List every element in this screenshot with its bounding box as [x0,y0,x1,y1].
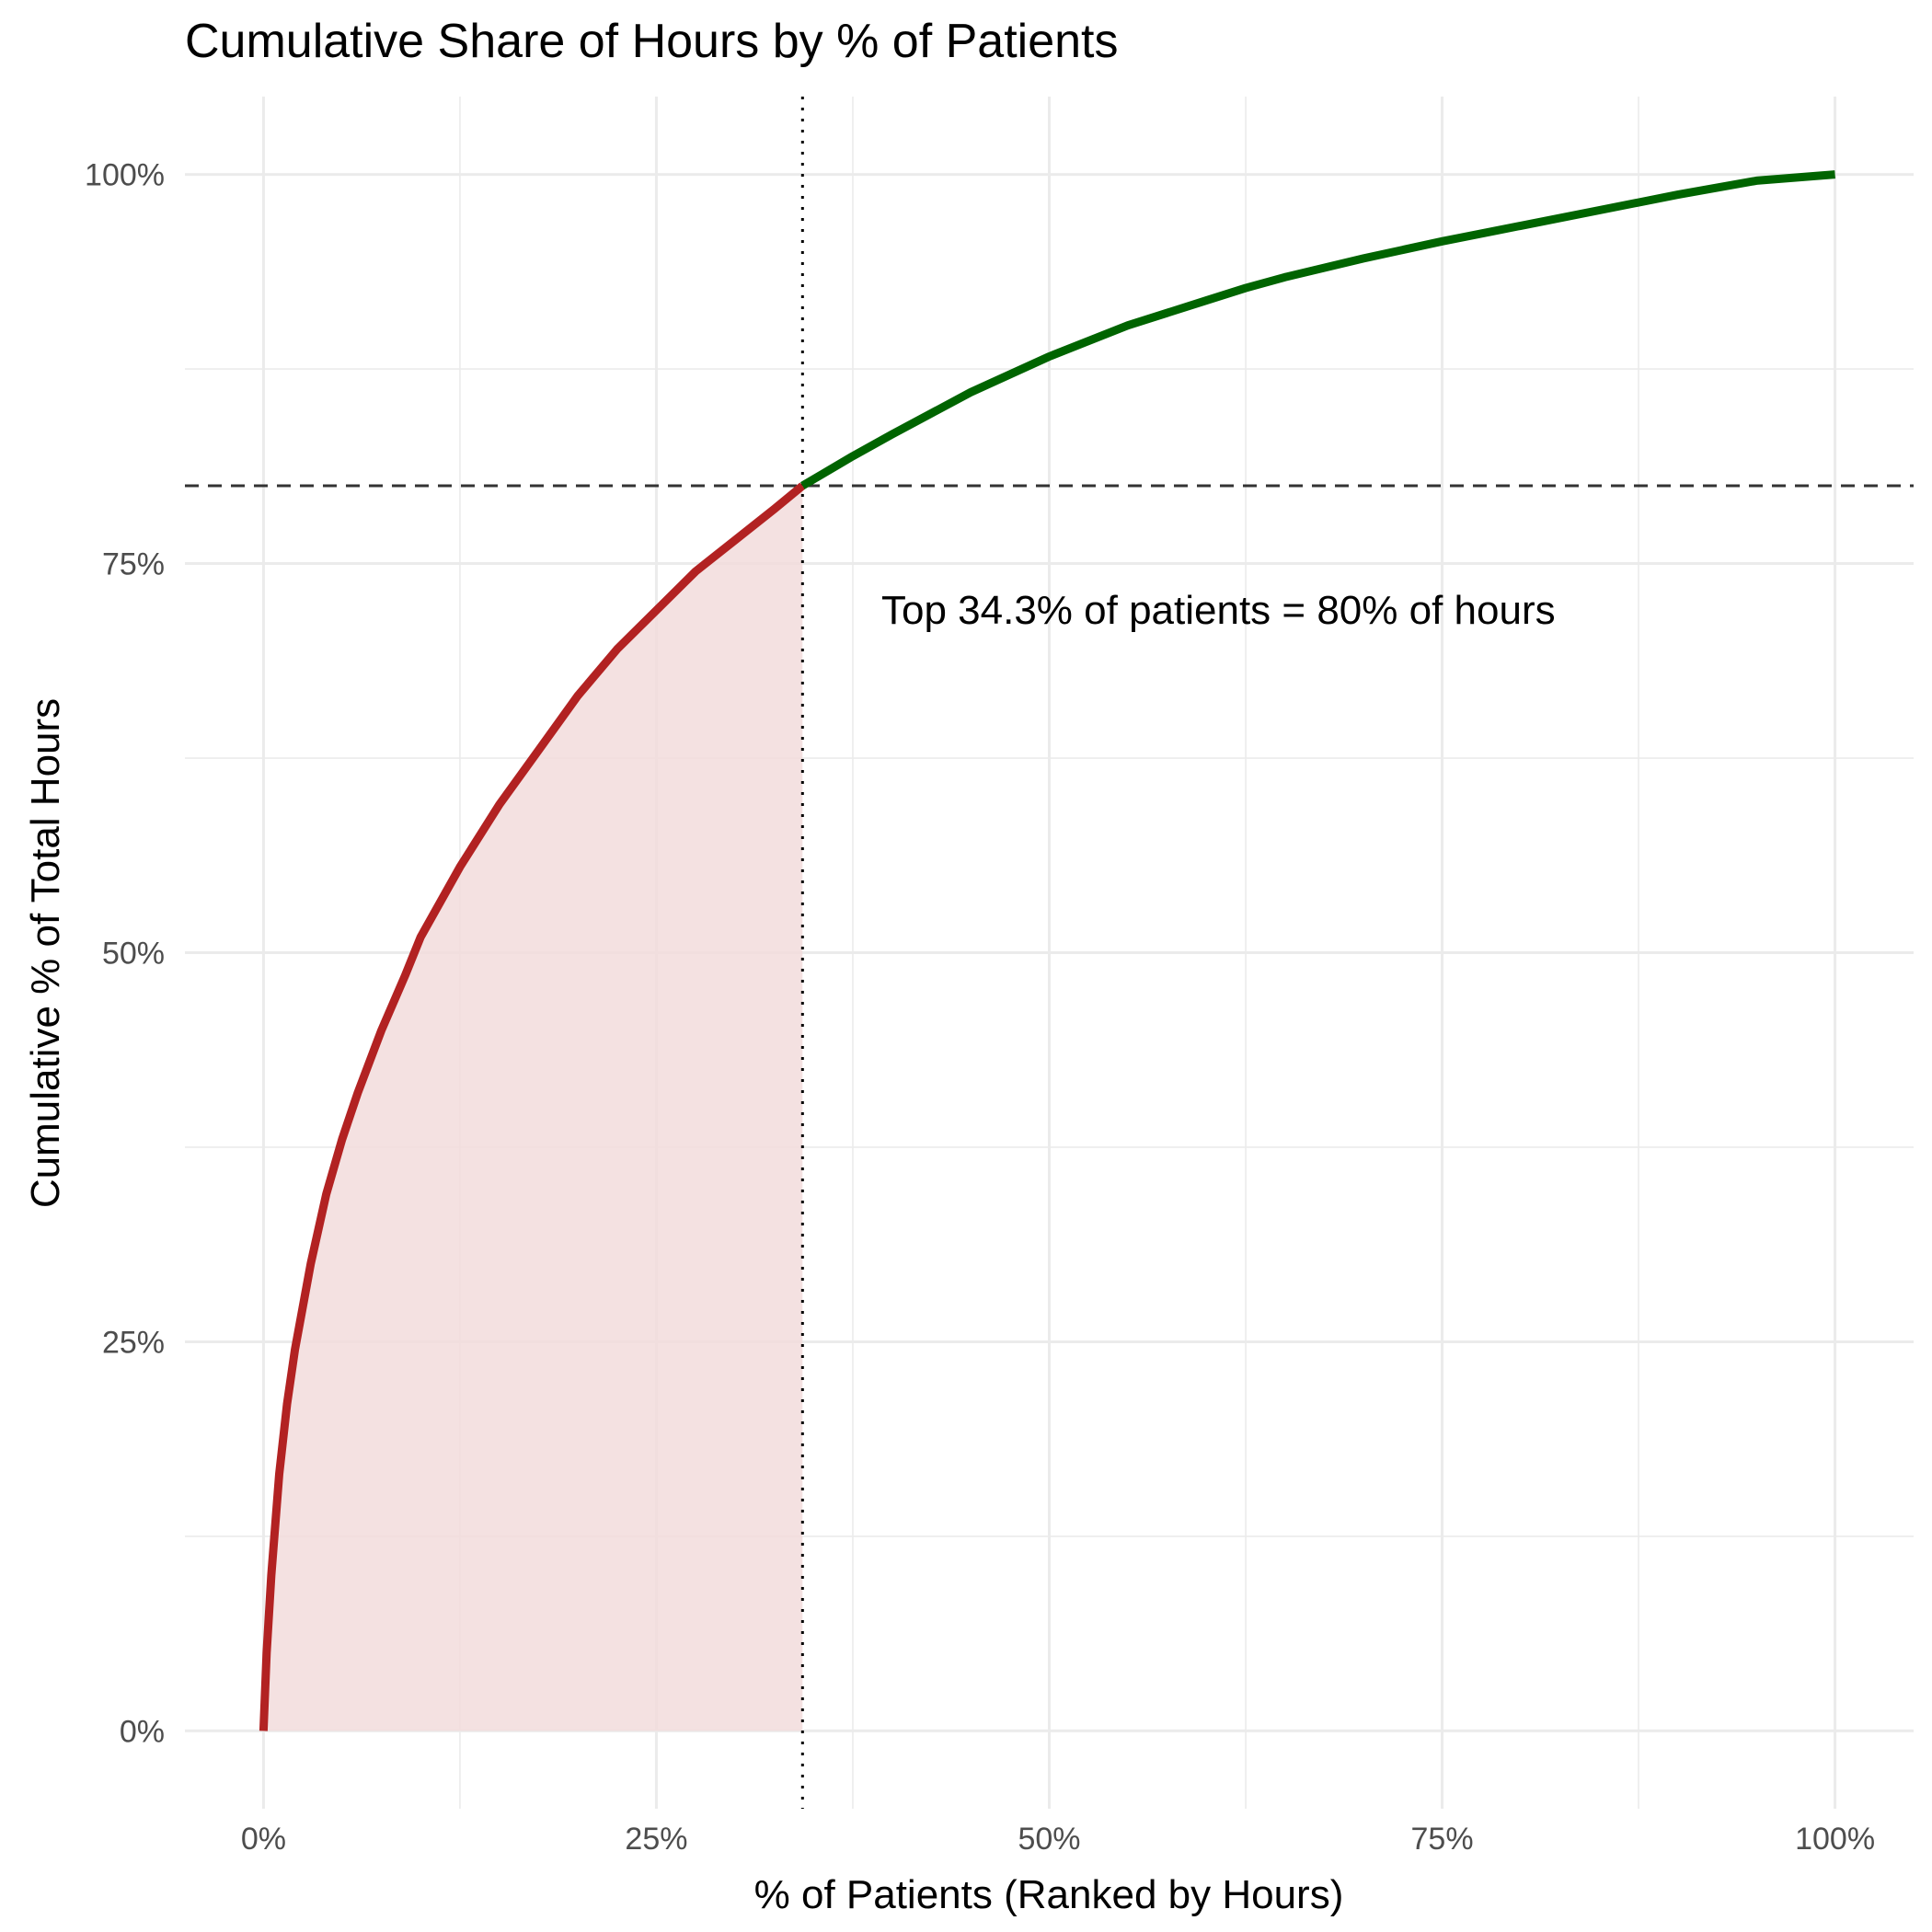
chart-title: Cumulative Share of Hours by % of Patien… [185,15,1118,68]
y-tick-label: 50% [102,937,165,972]
series-line-above-threshold [800,170,1835,489]
x-tick-label: 0% [241,1822,286,1857]
x-axis-title: % of Patients (Ranked by Hours) [754,1872,1344,1917]
x-tick-label: 25% [625,1822,687,1857]
annotation-text: Top 34.3% of patients = 80% of hours [881,588,1556,633]
x-tick-label: 50% [1018,1822,1080,1857]
y-tick-labels: 0% 25% 50% 75% 100% [85,158,165,1750]
fill-area-below-threshold [263,486,803,1731]
x-tick-labels: 0% 25% 50% 75% 100% [241,1822,1875,1857]
y-tick-label: 100% [85,158,165,193]
y-tick-label: 75% [102,547,165,582]
x-tick-label: 75% [1411,1822,1474,1857]
y-axis-title: Cumulative % of Total Hours [23,698,68,1208]
y-tick-label: 25% [102,1325,165,1360]
y-tick-label: 0% [120,1714,165,1749]
series-line-below-threshold [259,482,806,1731]
x-tick-label: 100% [1795,1822,1875,1857]
